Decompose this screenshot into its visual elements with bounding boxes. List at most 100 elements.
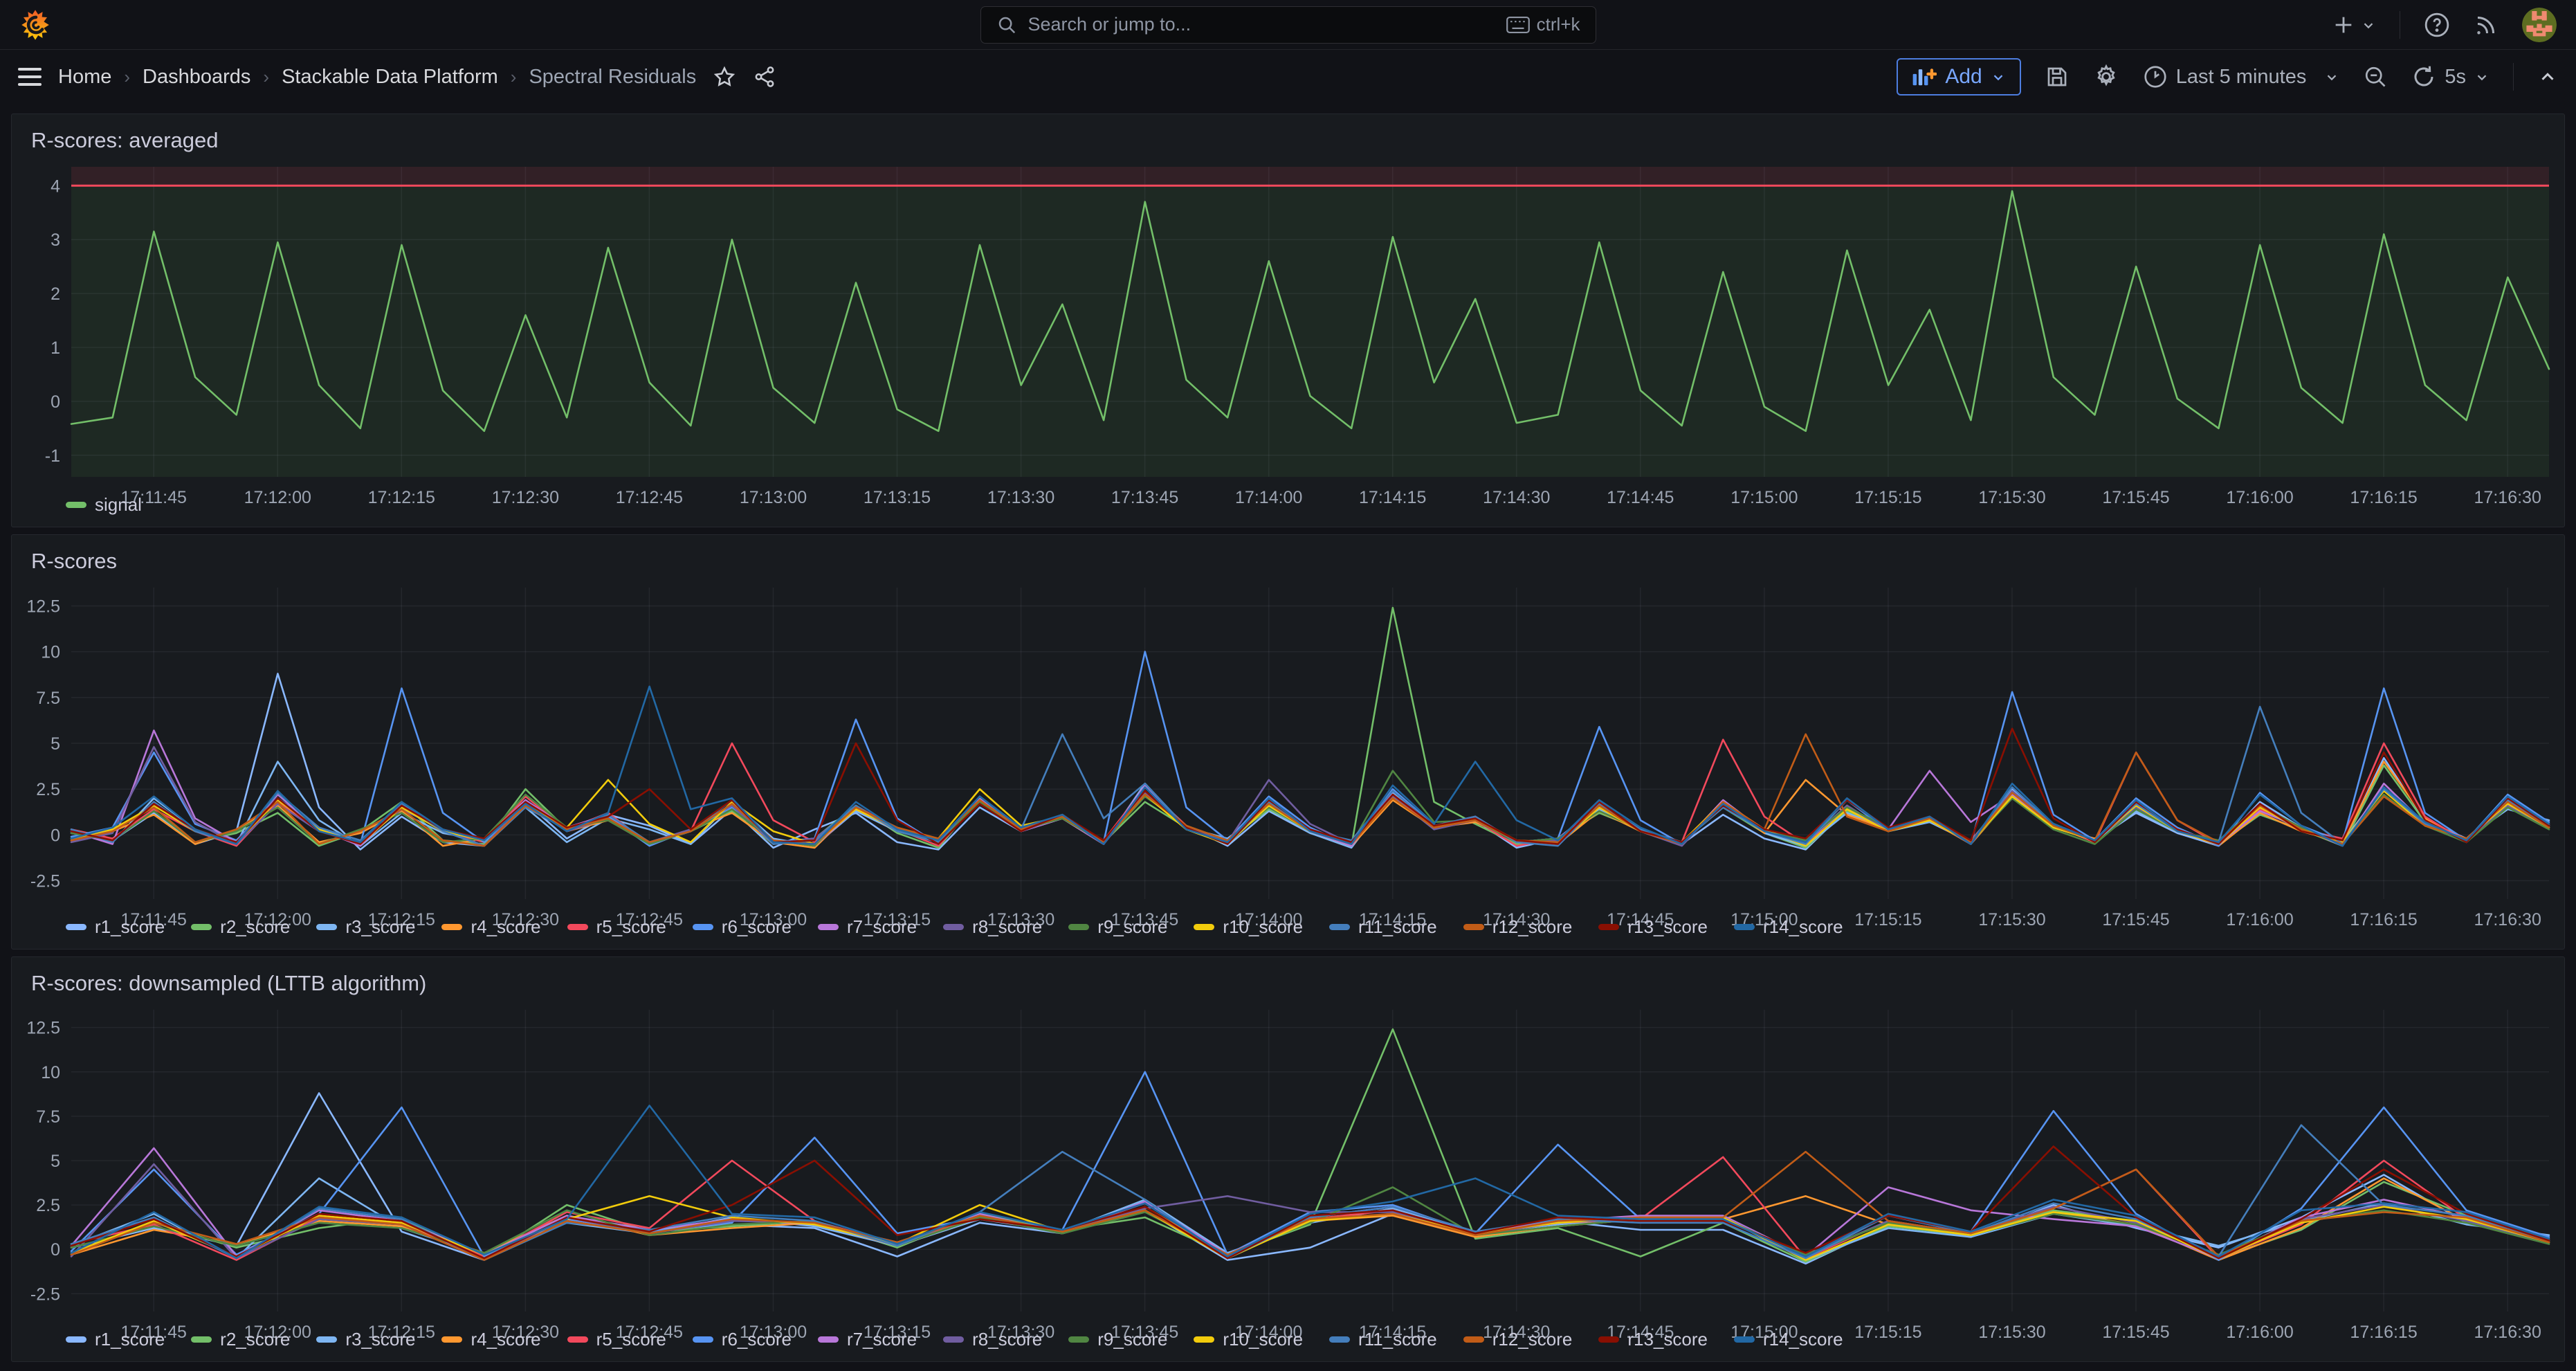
breadcrumb-current: Spectral Residuals xyxy=(529,66,696,89)
keyboard-icon xyxy=(1506,16,1530,34)
legend-label: r1_score xyxy=(95,916,165,938)
timeseries-chart-rscores[interactable]: 12.5107.552.50-2.517:11:4517:12:0017:12:… xyxy=(12,578,2564,914)
panel-title: R-scores: downsampled (LTTB algorithm) xyxy=(12,957,2564,1000)
legend-item-r7_score[interactable]: r7_score xyxy=(818,916,917,938)
add-button-label: Add xyxy=(1945,65,1982,89)
legend-label: r2_score xyxy=(220,916,290,938)
refresh-picker[interactable]: 5s xyxy=(2411,64,2490,89)
legend-swatch-icon xyxy=(1068,1336,1089,1343)
legend-item-r10_score[interactable]: r10_score xyxy=(1194,916,1303,938)
panel-r-scores: R-scores 12.5107.552.50-2.517:11:4517:12… xyxy=(11,534,2565,950)
svg-text:-1: -1 xyxy=(45,446,60,466)
svg-text:2: 2 xyxy=(51,284,60,304)
nav-actions xyxy=(2332,8,2557,42)
series-line-r6_score xyxy=(71,652,2549,846)
legend-label: r12_score xyxy=(1492,1329,1573,1350)
legend-label: r14_score xyxy=(1763,916,1843,938)
legend-swatch-icon xyxy=(316,1336,337,1343)
legend-item-r9_score[interactable]: r9_score xyxy=(1068,916,1167,938)
legend-item-r5_score[interactable]: r5_score xyxy=(567,1329,666,1350)
refresh-icon xyxy=(2411,64,2436,89)
legend-label: r1_score xyxy=(95,1329,165,1350)
breadcrumb-home[interactable]: Home xyxy=(58,66,111,89)
collapse-toolbar-button[interactable] xyxy=(2537,66,2558,87)
news-button[interactable] xyxy=(2474,12,2499,37)
legend-label: r11_score xyxy=(1358,916,1437,938)
share-button[interactable] xyxy=(753,65,776,89)
dashboard-content: R-scores: averaged 43210-117:11:4517:12:… xyxy=(0,104,2576,1362)
svg-text:0: 0 xyxy=(51,1240,60,1260)
legend-label: r3_score xyxy=(345,916,415,938)
legend-item-r8_score[interactable]: r8_score xyxy=(943,1329,1042,1350)
legend-item-r6_score[interactable]: r6_score xyxy=(693,1329,792,1350)
shortcut-hint: ctrl+k xyxy=(1506,14,1580,35)
timeseries-chart-averaged[interactable]: 43210-117:11:4517:12:0017:12:1517:12:301… xyxy=(12,157,2564,491)
legend-item-r8_score[interactable]: r8_score xyxy=(943,916,1042,938)
svg-text:10: 10 xyxy=(41,1063,60,1082)
legend-item-r3_score[interactable]: r3_score xyxy=(316,1329,415,1350)
legend-item-r2_score[interactable]: r2_score xyxy=(191,1329,290,1350)
legend-item-r13_score[interactable]: r13_score xyxy=(1598,1329,1708,1350)
menu-toggle-button[interactable] xyxy=(18,64,42,90)
time-range-picker[interactable]: Last 5 minutes xyxy=(2143,64,2340,89)
legend-item-r2_score[interactable]: r2_score xyxy=(191,916,290,938)
save-dashboard-button[interactable] xyxy=(2045,64,2070,89)
grafana-logo-icon[interactable] xyxy=(19,9,51,41)
favorite-button[interactable] xyxy=(713,65,736,89)
legend-item-r9_score[interactable]: r9_score xyxy=(1068,1329,1167,1350)
legend-item-r7_score[interactable]: r7_score xyxy=(818,1329,917,1350)
chevron-down-icon xyxy=(2361,17,2376,33)
legend-item-r5_score[interactable]: r5_score xyxy=(567,916,666,938)
legend-swatch-icon xyxy=(66,924,86,930)
svg-text:1: 1 xyxy=(51,338,60,358)
legend-item-r1_score[interactable]: r1_score xyxy=(66,916,165,938)
legend-swatch-icon xyxy=(818,1336,839,1343)
series-line-r2_score xyxy=(71,1029,2549,1262)
legend-item-r14_score[interactable]: r14_score xyxy=(1734,916,1843,938)
legend-item-r12_score[interactable]: r12_score xyxy=(1463,916,1573,938)
legend-label: r4_score xyxy=(471,1329,540,1350)
dashboard-settings-button[interactable] xyxy=(2093,64,2119,90)
zoom-out-icon xyxy=(2363,64,2388,89)
help-button[interactable] xyxy=(2424,12,2450,38)
legend-item-r3_score[interactable]: r3_score xyxy=(316,916,415,938)
svg-text:12.5: 12.5 xyxy=(26,1019,60,1038)
legend-label: r12_score xyxy=(1492,916,1573,938)
legend-item-r10_score[interactable]: r10_score xyxy=(1194,1329,1303,1350)
timeseries-chart-downsampled[interactable]: 12.5107.552.50-2.517:11:4517:12:0017:12:… xyxy=(12,1000,2564,1326)
search-input[interactable]: Search or jump to... ctrl+k xyxy=(980,6,1596,44)
legend-label: r13_score xyxy=(1627,1329,1708,1350)
legend-item-r11_score[interactable]: r11_score xyxy=(1329,916,1437,938)
legend-item-r12_score[interactable]: r12_score xyxy=(1463,1329,1573,1350)
legend-item-r14_score[interactable]: r14_score xyxy=(1734,1329,1843,1350)
legend-swatch-icon xyxy=(1194,1336,1214,1343)
breadcrumb-folder[interactable]: Stackable Data Platform xyxy=(282,66,498,89)
legend-item-r6_score[interactable]: r6_score xyxy=(693,916,792,938)
breadcrumb-dashboards[interactable]: Dashboards xyxy=(143,66,250,89)
legend-item-signal[interactable]: signal xyxy=(66,494,142,516)
legend-item-r4_score[interactable]: r4_score xyxy=(441,1329,540,1350)
chevron-down-icon xyxy=(1991,69,2006,84)
legend-swatch-icon xyxy=(1068,924,1089,930)
series-line-r6_score xyxy=(71,1072,2549,1260)
svg-text:5: 5 xyxy=(51,734,60,754)
legend-item-r1_score[interactable]: r1_score xyxy=(66,1329,165,1350)
avatar[interactable] xyxy=(2522,8,2557,42)
legend-label: r10_score xyxy=(1223,1329,1303,1350)
breadcrumb: Home › Dashboards › Stackable Data Platf… xyxy=(58,66,696,89)
zoom-out-button[interactable] xyxy=(2363,64,2388,89)
legend-swatch-icon xyxy=(1598,924,1619,930)
legend-label: r13_score xyxy=(1627,916,1708,938)
legend-item-r11_score[interactable]: r11_score xyxy=(1329,1329,1437,1350)
legend-item-r13_score[interactable]: r13_score xyxy=(1598,916,1708,938)
new-button[interactable] xyxy=(2332,13,2376,37)
legend-swatch-icon xyxy=(1463,924,1484,930)
svg-text:0: 0 xyxy=(51,826,60,845)
legend-label: r9_score xyxy=(1097,916,1167,938)
add-panel-icon xyxy=(1912,66,1937,87)
legend-item-r4_score[interactable]: r4_score xyxy=(441,916,540,938)
breadcrumb-separator: › xyxy=(263,66,269,88)
legend-swatch-icon xyxy=(1463,1336,1484,1343)
legend-label: r4_score xyxy=(471,916,540,938)
add-button[interactable]: Add xyxy=(1897,58,2020,96)
